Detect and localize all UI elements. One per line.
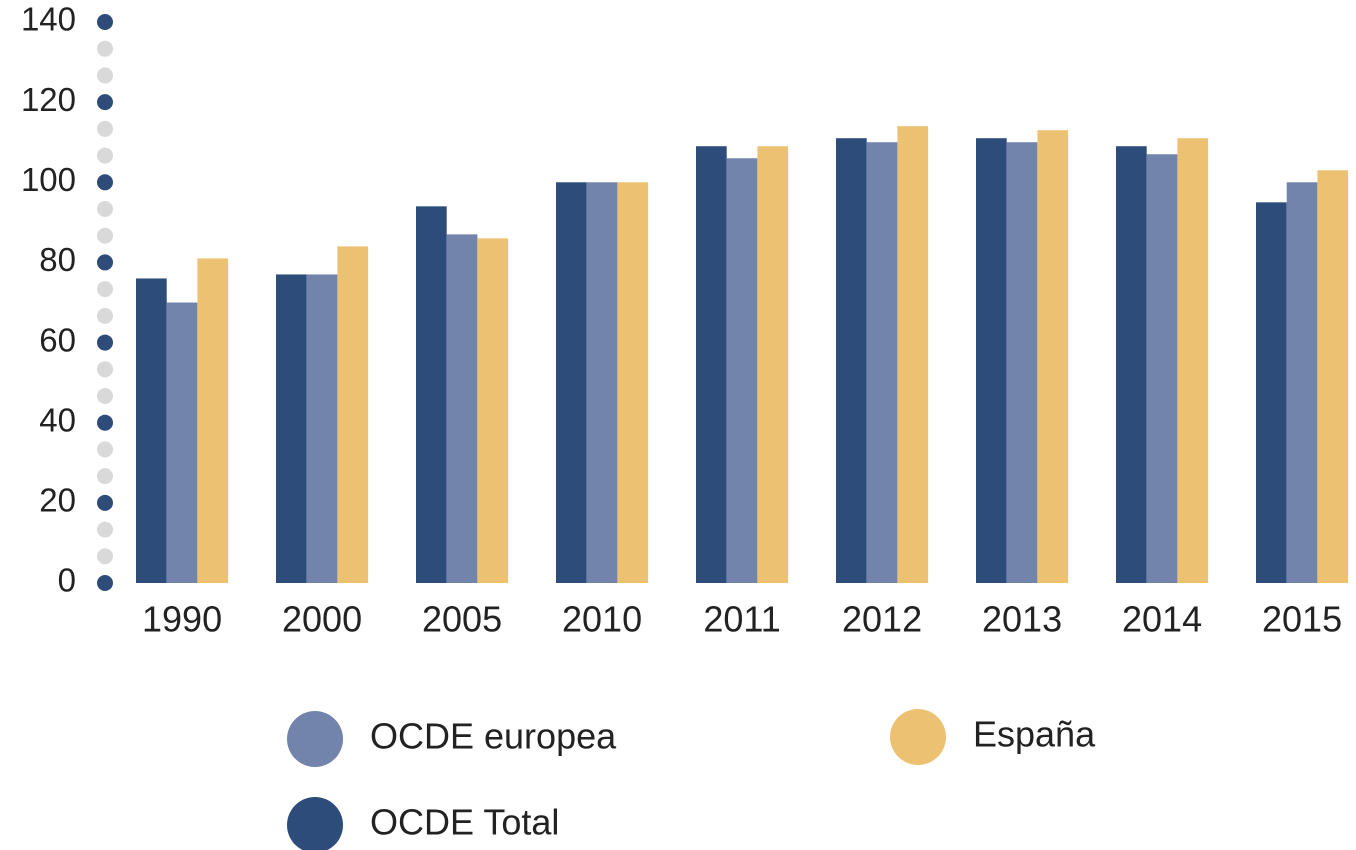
bar bbox=[306, 274, 338, 583]
y-tick-label: 80 bbox=[39, 241, 76, 278]
bar bbox=[1256, 202, 1287, 584]
legend-swatch bbox=[287, 711, 343, 767]
legend-label: OCDE europea bbox=[370, 716, 617, 757]
axis-dot bbox=[97, 281, 113, 298]
bar bbox=[416, 206, 447, 584]
bar bbox=[1116, 146, 1147, 583]
y-tick-label: 20 bbox=[39, 482, 76, 519]
legend-swatch bbox=[287, 797, 343, 850]
bar bbox=[617, 182, 649, 584]
bar bbox=[1146, 154, 1178, 583]
bar bbox=[1006, 142, 1038, 583]
bar bbox=[1286, 182, 1318, 584]
bar bbox=[276, 274, 307, 583]
bar bbox=[757, 146, 789, 583]
bar bbox=[976, 138, 1007, 583]
y-tick-label: 40 bbox=[39, 401, 76, 438]
axis-dot bbox=[97, 307, 113, 324]
bar bbox=[166, 302, 198, 583]
y-tick-label: 60 bbox=[39, 321, 76, 358]
axis-dot bbox=[97, 548, 113, 565]
y-tick-dot bbox=[97, 494, 113, 511]
bar bbox=[1177, 138, 1209, 583]
x-tick-label: 1990 bbox=[142, 599, 222, 640]
bar bbox=[586, 182, 618, 584]
legend-swatch bbox=[890, 709, 946, 765]
legend-label: España bbox=[973, 714, 1096, 755]
y-tick-dot bbox=[97, 14, 113, 30]
bar bbox=[477, 238, 509, 583]
y-tick-dot bbox=[97, 575, 113, 591]
y-tick-dot bbox=[97, 254, 113, 271]
bar bbox=[1037, 130, 1069, 583]
x-tick-label: 2013 bbox=[982, 599, 1062, 640]
bar bbox=[726, 158, 758, 583]
axis-dot bbox=[97, 388, 113, 404]
axis-dot bbox=[97, 40, 113, 57]
bar bbox=[696, 146, 727, 583]
y-tick-dot bbox=[97, 94, 113, 111]
bar bbox=[136, 278, 167, 583]
y-tick-label: 100 bbox=[21, 161, 76, 198]
x-tick-label: 2012 bbox=[842, 599, 922, 640]
y-tick-label: 0 bbox=[58, 562, 76, 599]
bar bbox=[197, 258, 229, 583]
bar bbox=[897, 126, 929, 583]
axis-dot bbox=[97, 67, 113, 84]
y-tick-label: 140 bbox=[21, 1, 76, 38]
bar bbox=[337, 246, 369, 583]
x-tick-label: 2000 bbox=[282, 599, 362, 640]
x-tick-label: 2011 bbox=[703, 599, 780, 640]
bar bbox=[446, 234, 478, 583]
axis-dot bbox=[97, 120, 113, 137]
axis-dot bbox=[97, 468, 113, 485]
x-tick-label: 2014 bbox=[1122, 599, 1202, 640]
y-tick-label: 120 bbox=[21, 81, 76, 118]
axis-dot bbox=[97, 361, 113, 378]
y-tick-dot bbox=[97, 334, 113, 351]
legend-label: OCDE Total bbox=[370, 802, 559, 843]
axis-dot bbox=[97, 441, 113, 458]
bar bbox=[866, 142, 898, 583]
x-tick-label: 2010 bbox=[562, 599, 642, 640]
bar bbox=[836, 138, 867, 583]
axis-dot bbox=[97, 147, 113, 164]
axis-dot bbox=[97, 201, 113, 217]
x-tick-label: 2005 bbox=[422, 599, 502, 640]
x-tick-label: 2015 bbox=[1262, 599, 1342, 640]
bar bbox=[1317, 170, 1349, 583]
y-tick-dot bbox=[97, 414, 113, 431]
axis-dot bbox=[97, 521, 113, 538]
axis-dot bbox=[97, 227, 113, 244]
y-tick-dot bbox=[97, 174, 113, 191]
bar bbox=[556, 182, 587, 584]
